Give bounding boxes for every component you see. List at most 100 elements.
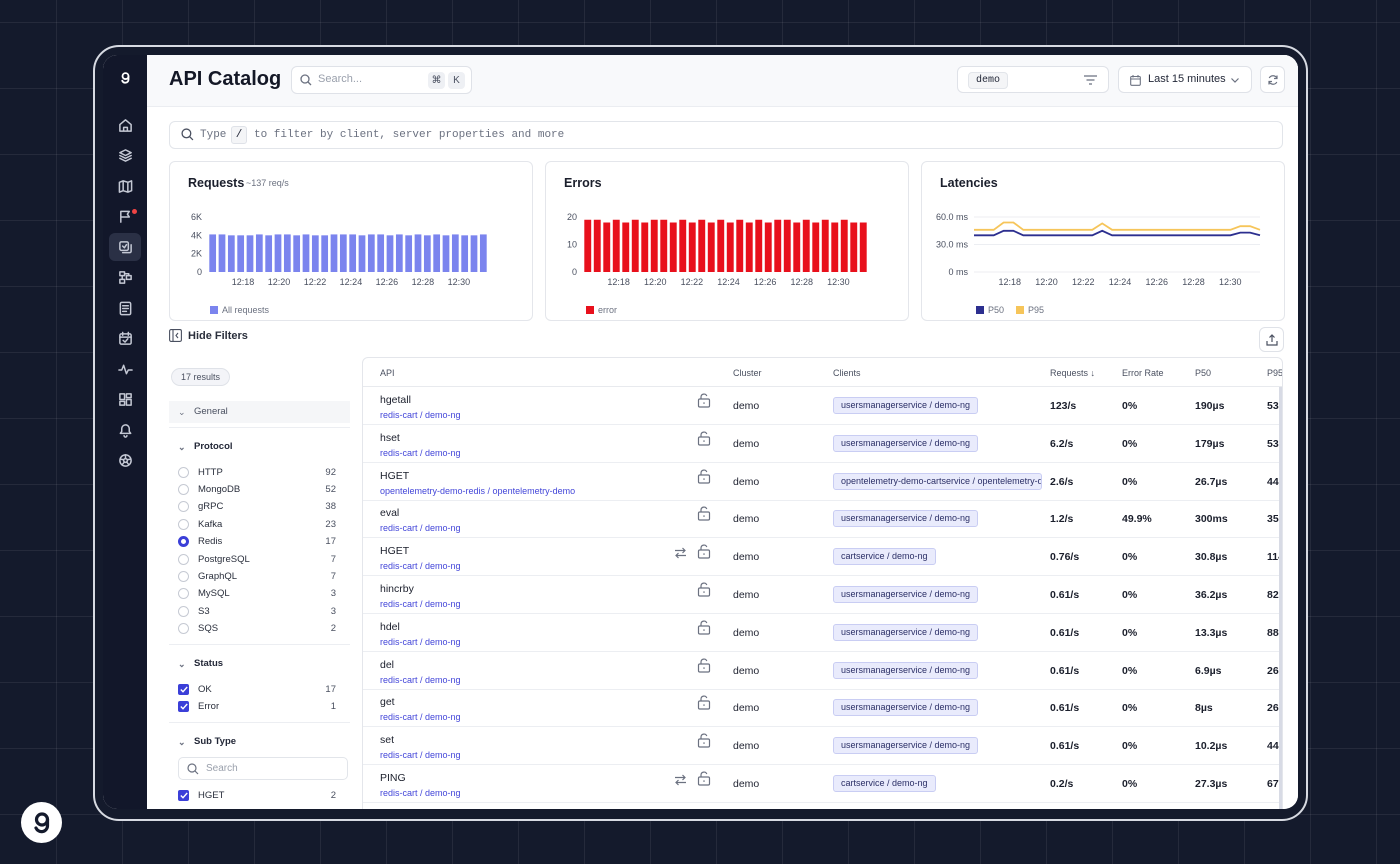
radio-button[interactable] (178, 570, 189, 582)
api-server-link[interactable]: redis-cart / demo-ng (380, 523, 461, 534)
col-p95[interactable]: P95 (1267, 368, 1283, 378)
search-box[interactable]: Search... ⌘ K (291, 66, 472, 94)
radio-button[interactable] (178, 518, 189, 530)
col-p50[interactable]: P50 (1195, 368, 1212, 378)
protocol-option-redis[interactable]: Redis 17 (178, 534, 336, 550)
subtype-search-input[interactable]: Search (178, 757, 348, 780)
nav-topology[interactable] (109, 264, 141, 292)
client-chip[interactable]: usersmanagerservice / demo-ng (833, 737, 979, 755)
api-server-link[interactable]: redis-cart / demo-ng (380, 561, 461, 572)
nav-issues[interactable] (109, 203, 141, 231)
environment-select[interactable]: demo (957, 66, 1109, 93)
radio-button[interactable] (178, 536, 189, 548)
table-row[interactable]: hgetall redis-cart / demo-ng demo usersm… (363, 387, 1282, 425)
unlock-icon (697, 695, 711, 710)
time-range-select[interactable]: Last 15 minutes (1118, 66, 1252, 93)
radio-button[interactable] (178, 623, 189, 635)
protocol-option-mongodb[interactable]: MongoDB 52 (178, 481, 336, 497)
protocol-option-kafka[interactable]: Kafka 23 (178, 516, 336, 532)
api-server-link[interactable]: opentelemetry-demo-redis / opentelemetry… (380, 485, 576, 496)
section-subtype[interactable]: ⌄ Sub Type (169, 731, 350, 753)
table-row[interactable]: hset redis-cart / demo-ng demo usersmana… (363, 425, 1282, 463)
client-chip[interactable]: usersmanagerservice / demo-ng (833, 434, 979, 452)
p95-cell: 88 (1267, 626, 1279, 639)
api-server-link[interactable]: redis-cart / demo-ng (380, 674, 461, 685)
protocol-option-http[interactable]: HTTP 92 (178, 464, 336, 480)
client-chip[interactable]: usersmanagerservice / demo-ng (833, 397, 979, 414)
table-row[interactable]: HGET redis-cart / demo-ng demo cartservi… (363, 538, 1282, 577)
api-server-link[interactable]: redis-cart / demo-ng (380, 599, 461, 609)
client-chip[interactable]: cartservice / demo-ng (833, 775, 936, 792)
table-row[interactable]: get redis-cart / demo-ng demo usersmanag… (363, 689, 1282, 728)
protocol-option-s3[interactable]: S3 3 (178, 603, 336, 619)
col-cluster[interactable]: Cluster (733, 368, 762, 378)
table-row[interactable]: PING redis-cart / demo-ng demo cartservi… (363, 765, 1282, 803)
nav-home[interactable] (109, 111, 141, 139)
client-chip[interactable]: usersmanagerservice / demo-ng (833, 623, 979, 641)
section-protocol[interactable]: ⌄ Protocol (169, 436, 350, 458)
series-line (974, 221, 1261, 231)
section-general[interactable]: ⌄ General (169, 401, 350, 423)
section-status[interactable]: ⌄ Status (169, 653, 350, 675)
nav-dashboards[interactable] (109, 386, 141, 414)
radio-button[interactable] (178, 588, 189, 600)
api-server-link[interactable]: redis-cart / demo-ng (380, 750, 461, 761)
requests-cell: 0.61/s (1050, 626, 1080, 639)
nav-services[interactable] (109, 142, 141, 170)
client-chip[interactable]: usersmanagerservice / demo-ng (833, 699, 979, 717)
api-server-link[interactable]: redis-cart / demo-ng (380, 636, 461, 647)
col-clients[interactable]: Clients (833, 368, 861, 378)
api-server-link[interactable]: redis-cart / demo-ng (380, 788, 461, 798)
query-filter-input[interactable]: Type / to filter by client, server prope… (169, 121, 1283, 149)
col-api[interactable]: API (380, 368, 395, 378)
col-requests[interactable]: Requests ↓ (1050, 368, 1095, 378)
nav-calendar[interactable] (109, 325, 141, 353)
nav-activity[interactable] (109, 355, 141, 383)
nav-api-catalog[interactable] (109, 233, 141, 261)
p50-cell: 26.7µs (1195, 475, 1228, 488)
checkbox[interactable] (178, 700, 189, 712)
table-row[interactable]: HGET opentelemetry-demo-redis / opentele… (363, 463, 1282, 501)
table-row[interactable]: hincrby redis-cart / demo-ng demo usersm… (363, 576, 1282, 614)
hide-filters-button[interactable]: Hide Filters (169, 329, 248, 342)
radio-button[interactable] (178, 466, 189, 478)
client-chip[interactable]: opentelemetry-demo-cartservice / opentel… (833, 472, 1042, 490)
protocol-option-sqs[interactable]: SQS 2 (178, 621, 336, 637)
protocol-option-graphql[interactable]: GraphQL 7 (178, 568, 336, 584)
radio-button[interactable] (178, 605, 189, 617)
table-row[interactable]: hdel redis-cart / demo-ng demo usersmana… (363, 614, 1282, 652)
api-server-link[interactable]: redis-cart / demo-ng (380, 447, 461, 458)
api-server-link[interactable]: redis-cart / demo-ng (380, 410, 461, 420)
bar (461, 235, 469, 272)
subtype-option-hget[interactable]: HGET 2 (178, 787, 336, 803)
client-chip[interactable]: usersmanagerservice / demo-ng (833, 510, 979, 528)
protocol-option-mysql[interactable]: MySQL 3 (178, 586, 336, 602)
table-row[interactable]: set redis-cart / demo-ng demo usersmanag… (363, 727, 1282, 766)
checkbox[interactable] (178, 683, 189, 695)
refresh-button[interactable] (1260, 66, 1285, 93)
checkbox[interactable] (178, 789, 189, 801)
client-chip[interactable]: cartservice / demo-ng (833, 548, 936, 566)
client-chip[interactable]: usersmanagerservice / demo-ng (833, 661, 979, 679)
protocol-option-grpc[interactable]: gRPC 38 (178, 499, 336, 515)
app-logo[interactable] (115, 67, 135, 89)
bar (209, 234, 217, 272)
status-option-ok[interactable]: OK 17 (178, 681, 336, 697)
error-rate-cell: 0% (1122, 740, 1138, 753)
client-chip[interactable]: usersmanagerservice / demo-ng (833, 586, 979, 603)
export-button[interactable] (1259, 327, 1284, 352)
radio-button[interactable] (178, 501, 189, 513)
api-server-link[interactable]: redis-cart / demo-ng (380, 712, 461, 723)
table-row[interactable]: eval redis-cart / demo-ng demo usersmana… (363, 500, 1282, 539)
radio-button[interactable] (178, 483, 189, 495)
table-scrollbar[interactable] (1279, 387, 1282, 809)
nav-alerts[interactable] (109, 416, 141, 444)
radio-button[interactable] (178, 553, 189, 565)
nav-logs[interactable] (109, 294, 141, 322)
protocol-option-postgresql[interactable]: PostgreSQL 7 (178, 551, 336, 567)
status-option-error[interactable]: Error 1 (178, 698, 336, 714)
nav-settings[interactable] (109, 447, 141, 475)
nav-map[interactable] (109, 172, 141, 200)
col-error-rate[interactable]: Error Rate (1122, 368, 1164, 378)
table-row[interactable]: del redis-cart / demo-ng demo usersmanag… (363, 652, 1282, 690)
